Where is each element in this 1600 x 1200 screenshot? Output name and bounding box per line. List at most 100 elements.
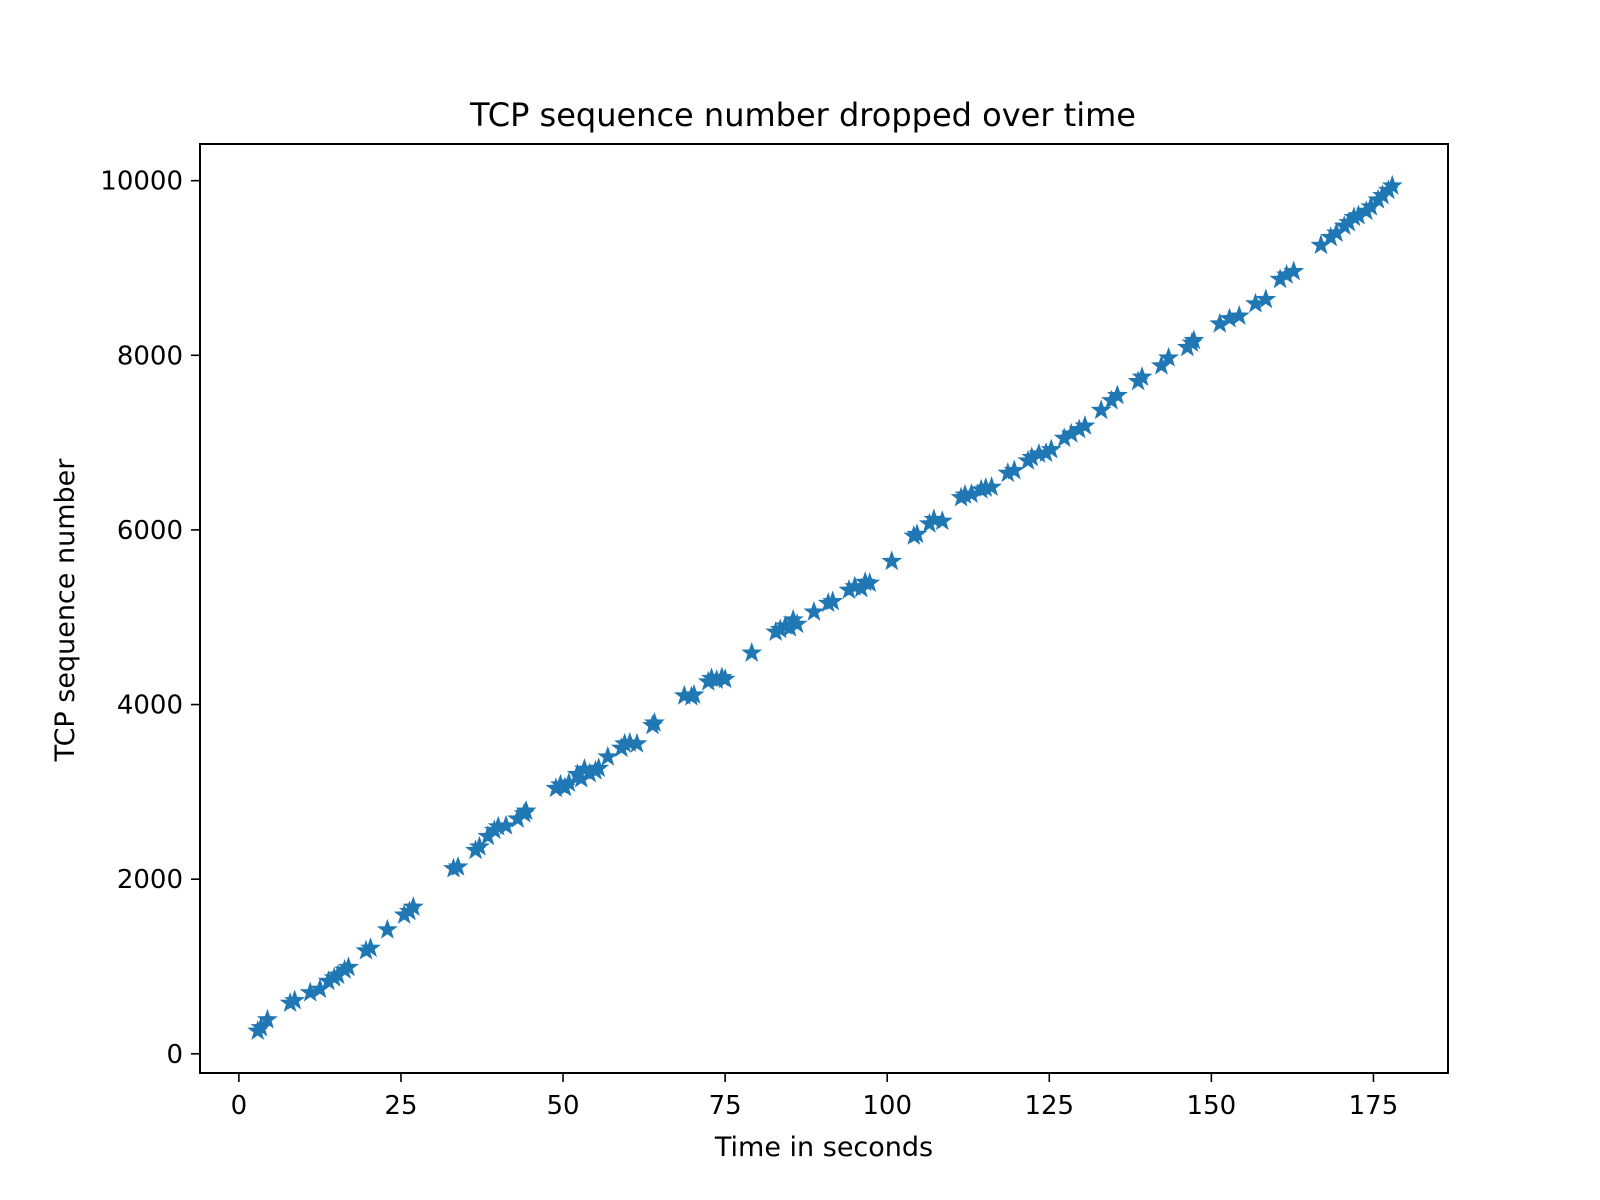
data-point-star <box>317 970 339 991</box>
x-tick-label: 75 <box>709 1091 742 1121</box>
data-point-star <box>360 937 381 958</box>
data-point-star <box>981 476 1003 497</box>
data-point-star <box>765 621 787 641</box>
data-point-star <box>327 964 349 985</box>
y-tick-label: 0 <box>166 1040 183 1070</box>
data-point-star <box>822 590 844 611</box>
plot-frame <box>199 143 1449 1074</box>
data-point-star <box>961 483 982 504</box>
data-point-star <box>779 616 801 637</box>
data-point-star <box>1053 427 1075 448</box>
data-point-star <box>1269 268 1291 289</box>
data-point-star <box>706 669 728 689</box>
y-axis-label: TCP sequence number <box>50 458 81 763</box>
data-point-star <box>447 855 469 876</box>
data-point-star <box>782 608 804 629</box>
data-point-star <box>1035 442 1057 462</box>
data-point-star <box>1244 292 1266 313</box>
data-point-star <box>838 579 860 600</box>
data-point-star <box>786 613 808 634</box>
y-axis-ticks: 0 2000 4000 6000 8000 10000 <box>100 167 200 1070</box>
y-tick-label: 2000 <box>117 865 183 895</box>
data-point-star <box>566 763 588 784</box>
data-point-star <box>1028 442 1050 463</box>
data-point-star <box>279 992 301 1013</box>
data-point-star <box>393 903 415 924</box>
data-point-star <box>1338 211 1360 232</box>
data-point-star <box>683 683 705 704</box>
data-point-star <box>626 732 648 753</box>
data-point-star <box>997 462 1019 483</box>
x-tick-label: 25 <box>384 1091 417 1121</box>
data-point-star <box>1150 354 1172 375</box>
data-point-star <box>1003 459 1025 480</box>
data-point-star <box>1326 222 1347 242</box>
data-point-star <box>1158 346 1180 367</box>
data-point-star <box>906 523 928 544</box>
y-tick-label: 8000 <box>117 341 183 371</box>
data-point-star <box>545 777 567 798</box>
data-point-star <box>588 757 610 778</box>
data-point-star <box>1372 184 1393 205</box>
data-point-star <box>299 981 321 1002</box>
data-point-star <box>1040 438 1062 459</box>
data-point-star <box>1183 329 1205 350</box>
data-point-star <box>579 762 601 783</box>
x-axis-ticks: 0 25 50 75 100 125 150 175 <box>231 1073 1399 1121</box>
data-point-star <box>1228 305 1250 325</box>
x-tick-label: 175 <box>1349 1091 1399 1121</box>
data-point-star <box>507 807 529 828</box>
data-point-star <box>1310 234 1332 255</box>
data-point-star <box>256 1008 278 1029</box>
data-point-star <box>597 745 619 766</box>
data-point-star <box>741 642 763 662</box>
data-point-star <box>1283 260 1305 281</box>
data-point-star <box>1360 195 1382 216</box>
y-tick-label: 6000 <box>117 516 183 546</box>
data-point-star <box>468 835 490 856</box>
data-point-star <box>284 989 306 1010</box>
x-tick-label: 150 <box>1187 1091 1237 1121</box>
data-point-star <box>1209 312 1231 333</box>
data-point-star <box>1320 226 1342 247</box>
data-point-star <box>1106 384 1128 405</box>
data-point-star <box>769 618 791 639</box>
data-point-star <box>355 939 377 960</box>
data-point-star <box>487 815 509 836</box>
data-point-star <box>859 572 881 593</box>
data-point-star <box>803 600 825 621</box>
data-point-star <box>477 825 499 846</box>
data-points <box>247 174 1403 1040</box>
data-point-star <box>1348 204 1369 225</box>
data-point-star <box>881 550 903 571</box>
x-tick-label: 50 <box>547 1091 580 1121</box>
data-point-star <box>1333 215 1355 235</box>
data-point-star <box>1101 389 1122 410</box>
data-point-star <box>1060 422 1082 443</box>
x-tick-label: 125 <box>1024 1091 1074 1121</box>
x-tick-label: 100 <box>862 1091 912 1121</box>
data-point-star <box>1381 174 1403 195</box>
data-point-star <box>714 668 736 689</box>
data-point-star <box>1068 418 1090 439</box>
data-point-star <box>1090 399 1112 420</box>
data-point-star <box>644 711 665 732</box>
data-point-star <box>573 758 595 779</box>
data-point-star <box>550 773 571 794</box>
y-tick-label: 10000 <box>100 167 183 197</box>
data-point-star <box>250 1016 272 1037</box>
data-point-star <box>1219 307 1240 328</box>
data-point-star <box>376 918 398 939</box>
data-point-star <box>515 800 537 820</box>
data-point-star <box>402 896 424 917</box>
x-axis-label: Time in seconds <box>714 1132 933 1163</box>
y-tick-label: 4000 <box>117 691 183 721</box>
data-point-star <box>954 483 976 504</box>
data-point-star <box>570 767 592 788</box>
data-point-star <box>1021 446 1043 467</box>
data-point-star <box>338 956 359 977</box>
data-point-star <box>1074 415 1096 435</box>
data-point-star <box>558 772 580 793</box>
